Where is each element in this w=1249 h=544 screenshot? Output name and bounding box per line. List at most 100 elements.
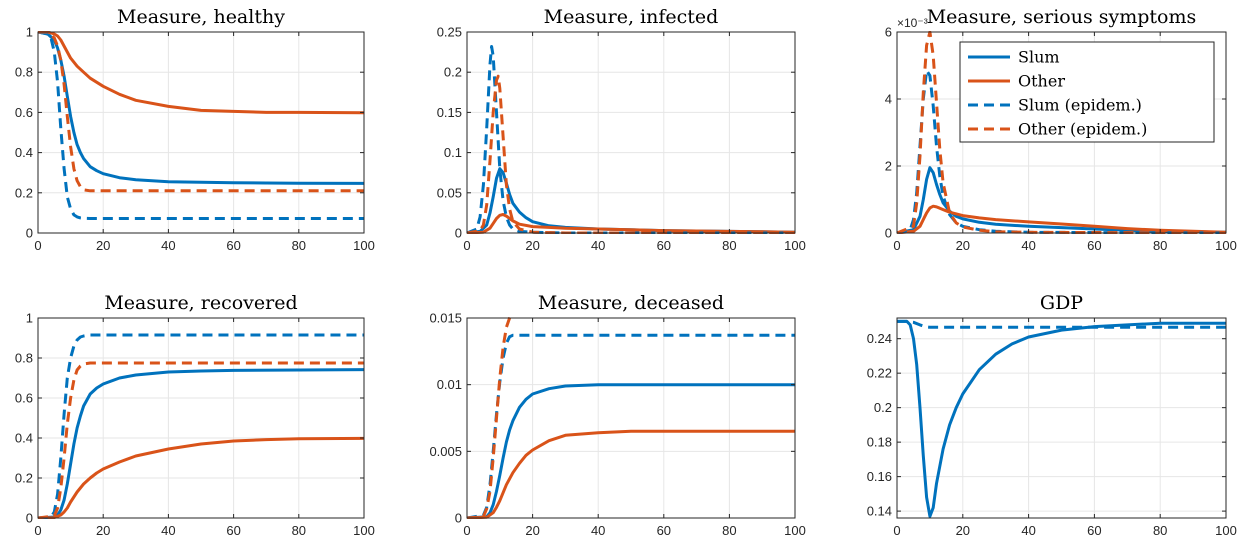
series-line-slum (467, 383, 795, 519)
panel-measure-deceased: 0 20 40 60 80 100 0 0.005 0.01 0.015 Measure, dece… (429, 292, 805, 538)
panel-measure-recovered: 0 20 40 60 80 100 0 0.2 0.4 0.6 0.8 1 Measure, recov… (15, 292, 375, 538)
y-tick-label: 0.01 (437, 377, 462, 392)
x-tick-label: 80 (1153, 523, 1167, 538)
x-tick-label: 80 (292, 523, 306, 538)
x-tick-label: 20 (525, 238, 539, 253)
x-tick-label: 0 (463, 523, 470, 538)
panel-measure-healthy: 0 20 40 60 80 100 0 0.2 0.4 0.6 0.8 1 Measure, healt… (15, 6, 375, 253)
axes-box (37, 31, 365, 234)
axes-box (896, 317, 1227, 519)
x-tick-label: 20 (956, 238, 970, 253)
y-tick-label: 0 (885, 226, 892, 241)
y-tick-label: 0.8 (15, 351, 33, 366)
x-tick-label: 0 (463, 238, 470, 253)
y-tick-label: 0.14 (867, 504, 892, 519)
y-tick-label: 0 (26, 226, 33, 241)
x-tick-label: 100 (353, 238, 375, 253)
x-tick-label: 60 (226, 238, 240, 253)
panel-measure-infected: 0 20 40 60 80 100 0 0.05 0.1 0.15 0.2 0.25 Measure, … (437, 6, 806, 253)
x-tick-label: 100 (784, 523, 806, 538)
x-tick-label: 20 (956, 523, 970, 538)
legend-label-slum: Slum (1018, 48, 1060, 67)
y-tick-label: 0.22 (867, 366, 892, 381)
x-tick-label: 20 (96, 523, 110, 538)
x-tick-label: 40 (591, 523, 605, 538)
series-line-slum-epidem (38, 333, 364, 519)
y-tick-label: 0 (455, 226, 462, 241)
x-tick-label: 80 (292, 238, 306, 253)
x-tick-label: 100 (1215, 523, 1237, 538)
legend: Slum Other Slum (epidem.) Other (epidem.) (959, 41, 1215, 143)
x-tick-label: 60 (1087, 523, 1101, 538)
legend-label-other-epidem: Other (epidem.) (1018, 120, 1147, 139)
axes-box (466, 31, 796, 234)
x-tick-label: 60 (657, 523, 671, 538)
axes-box (37, 317, 365, 519)
series-line-slum-epidem (467, 45, 795, 234)
y-axis-exponent: ×10⁻³ (897, 16, 928, 30)
series-line-other (467, 429, 795, 519)
panel-title: Measure, recovered (104, 292, 297, 314)
y-tick-label: 0.4 (15, 431, 33, 446)
series-line-other-epidem (897, 31, 1226, 234)
y-tick-label: 6 (885, 25, 892, 40)
y-tick-label: 0.4 (15, 145, 33, 160)
y-tick-label: 0.15 (437, 105, 462, 120)
y-tick-label: 0.6 (15, 105, 33, 120)
axes-background (38, 318, 364, 518)
x-tick-label: 0 (893, 523, 900, 538)
series-line-other (38, 31, 364, 115)
x-tick-label: 60 (657, 238, 671, 253)
x-tick-label: 80 (722, 523, 736, 538)
y-tick-label: 0.015 (429, 311, 462, 326)
series-line-slum (38, 368, 364, 519)
x-tick-label: 100 (784, 238, 806, 253)
panel-title: Measure, healthy (117, 6, 285, 28)
axes-background (897, 318, 1226, 518)
legend-label-other: Other (1018, 72, 1065, 91)
y-tick-label: 4 (885, 92, 892, 107)
panel-title: Measure, serious symptoms (927, 6, 1197, 28)
y-tick-label: 0 (455, 511, 462, 526)
panel-gdp: 0 20 40 60 80 100 0.14 0.16 0.18 0.2 0.22 0.24 GDP (867, 292, 1237, 538)
x-tick-label: 100 (1215, 238, 1237, 253)
x-tick-label: 20 (525, 523, 539, 538)
series-line-other (897, 204, 1226, 234)
series-line-other-epidem (38, 31, 364, 193)
x-tick-label: 40 (161, 238, 175, 253)
x-tick-label: 80 (1153, 238, 1167, 253)
y-tick-label: 0.2 (874, 400, 892, 415)
x-tick-label: 60 (226, 523, 240, 538)
legend-label-slum-epidem: Slum (epidem.) (1018, 96, 1142, 115)
series-line-other (38, 436, 364, 519)
series-line-slum-epidem (38, 31, 364, 220)
x-tick-label: 80 (722, 238, 736, 253)
y-tick-label: 1 (26, 311, 33, 326)
axes-box (466, 317, 796, 519)
axes-background (38, 32, 364, 233)
y-tick-label: 0.6 (15, 391, 33, 406)
x-tick-label: 60 (1087, 238, 1101, 253)
x-tick-label: 0 (34, 523, 41, 538)
x-tick-label: 100 (353, 523, 375, 538)
series-line-other-epidem (467, 317, 513, 519)
x-tick-label: 40 (591, 238, 605, 253)
y-tick-label: 0.24 (867, 331, 892, 346)
x-tick-label: 0 (893, 238, 900, 253)
y-tick-label: 0 (26, 511, 33, 526)
x-tick-label: 40 (161, 523, 175, 538)
y-tick-label: 0.005 (429, 444, 462, 459)
x-tick-label: 40 (1021, 523, 1035, 538)
y-tick-label: 0.25 (437, 25, 462, 40)
y-tick-label: 0.2 (15, 185, 33, 200)
y-tick-label: 0.16 (867, 469, 892, 484)
axes-background (467, 32, 795, 233)
y-tick-label: 0.18 (867, 435, 892, 450)
y-tick-label: 0.2 (15, 471, 33, 486)
y-tick-label: 0.8 (15, 65, 33, 80)
y-tick-label: 2 (885, 159, 892, 174)
x-tick-label: 20 (96, 238, 110, 253)
x-tick-label: 40 (1021, 238, 1035, 253)
series-line-slum (897, 319, 1226, 518)
